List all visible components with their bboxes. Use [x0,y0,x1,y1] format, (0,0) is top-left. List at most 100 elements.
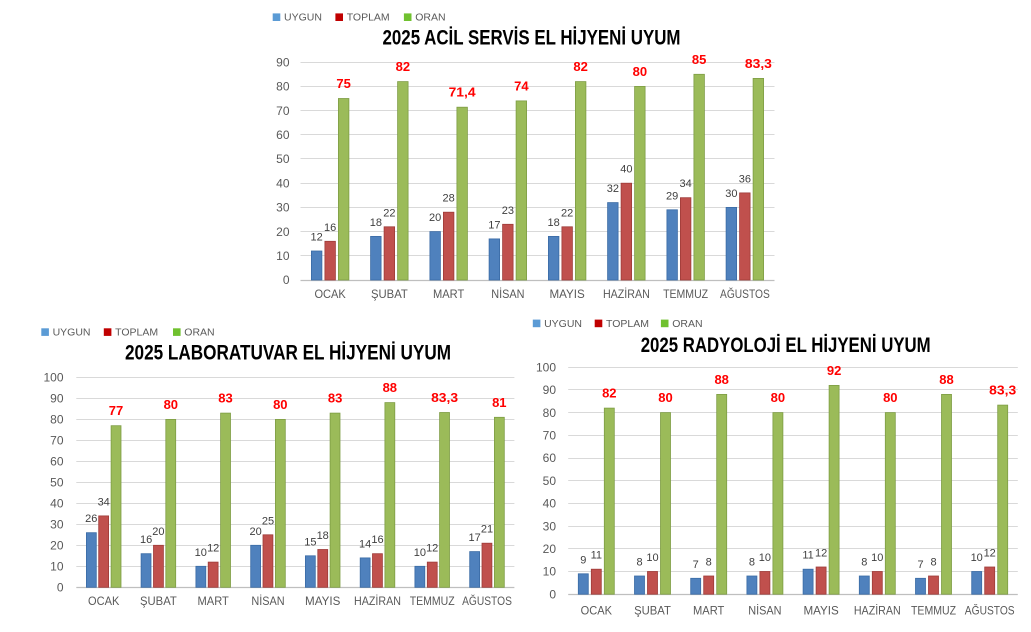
svg-text:12: 12 [984,548,996,560]
svg-text:10: 10 [871,552,883,564]
svg-text:92: 92 [827,363,841,378]
svg-text:90: 90 [276,55,290,69]
svg-text:ORAN: ORAN [415,12,445,24]
svg-text:83,3: 83,3 [745,56,772,71]
svg-text:82: 82 [573,59,587,74]
svg-text:20: 20 [152,526,164,538]
svg-text:15: 15 [304,536,316,548]
svg-text:29: 29 [666,190,678,202]
svg-text:80: 80 [276,80,290,94]
svg-text:AĞUSTOS: AĞUSTOS [462,593,512,608]
svg-text:9: 9 [580,554,586,566]
svg-text:20: 20 [50,539,64,553]
svg-text:60: 60 [543,451,557,465]
svg-text:40: 40 [50,497,64,511]
svg-text:80: 80 [658,390,672,405]
svg-text:40: 40 [543,497,557,511]
svg-text:70: 70 [50,434,64,448]
svg-text:12: 12 [207,543,219,555]
svg-text:16: 16 [324,222,336,234]
svg-text:12: 12 [815,548,827,560]
svg-text:30: 30 [543,519,557,533]
svg-text:2025 LABORATUVAR EL HİJYENİ UY: 2025 LABORATUVAR EL HİJYENİ UYUM [125,342,451,365]
svg-text:MAYIS: MAYIS [549,287,584,301]
svg-text:10: 10 [543,565,557,579]
svg-text:TOPLAM: TOPLAM [347,12,390,24]
svg-text:30: 30 [276,201,290,215]
svg-text:20: 20 [276,225,290,239]
svg-text:7: 7 [693,559,699,571]
svg-text:TEMMUZ: TEMMUZ [911,604,956,618]
svg-text:HAZİRAN: HAZİRAN [854,604,901,618]
svg-text:90: 90 [543,383,557,397]
svg-text:AĞUSTOS: AĞUSTOS [965,603,1015,618]
svg-text:8: 8 [706,557,712,569]
svg-text:10: 10 [646,552,658,564]
svg-text:25: 25 [262,515,274,527]
svg-text:18: 18 [317,530,329,542]
svg-text:ŞUBAT: ŞUBAT [140,594,177,608]
svg-text:22: 22 [383,207,395,219]
svg-text:ŞUBAT: ŞUBAT [634,604,671,618]
svg-text:74: 74 [514,78,529,93]
svg-text:11: 11 [591,550,602,562]
svg-text:12: 12 [426,543,438,555]
svg-text:TOPLAM: TOPLAM [115,327,158,339]
svg-text:14: 14 [359,538,371,550]
svg-text:16: 16 [371,534,383,546]
svg-text:MAYIS: MAYIS [803,604,838,618]
svg-text:90: 90 [50,392,64,406]
svg-text:85: 85 [692,52,706,67]
svg-text:8: 8 [861,557,867,569]
svg-text:10: 10 [276,249,290,263]
svg-text:26: 26 [85,513,97,525]
svg-text:82: 82 [396,59,410,74]
svg-text:83: 83 [328,391,342,406]
svg-text:20: 20 [543,542,557,556]
svg-text:MART: MART [693,604,725,618]
svg-text:MART: MART [433,287,465,301]
svg-text:10: 10 [759,552,771,564]
svg-text:80: 80 [633,64,647,79]
svg-text:77: 77 [109,403,123,418]
svg-text:ORAN: ORAN [672,318,702,330]
svg-text:40: 40 [276,176,290,190]
svg-text:UYGUN: UYGUN [284,12,322,24]
svg-text:17: 17 [468,532,480,544]
svg-text:40: 40 [620,164,632,176]
svg-text:8: 8 [636,557,642,569]
svg-text:36: 36 [739,173,751,185]
svg-text:60: 60 [276,128,290,142]
svg-text:8: 8 [749,557,755,569]
svg-text:83,3: 83,3 [431,390,458,405]
svg-text:TEMMUZ: TEMMUZ [410,594,455,608]
svg-text:0: 0 [57,581,64,595]
svg-text:80: 80 [883,390,897,405]
svg-text:UYGUN: UYGUN [544,318,582,330]
svg-text:ŞUBAT: ŞUBAT [371,287,408,301]
svg-text:NİSAN: NİSAN [491,287,524,301]
svg-text:10: 10 [50,560,64,574]
svg-text:22: 22 [561,207,573,219]
svg-text:7: 7 [917,559,923,571]
svg-text:20: 20 [249,526,261,538]
svg-text:88: 88 [939,372,953,387]
svg-text:12: 12 [310,232,322,244]
svg-text:UYGUN: UYGUN [53,327,91,339]
svg-text:OCAK: OCAK [314,287,345,301]
svg-text:16: 16 [140,534,152,546]
svg-text:NİSAN: NİSAN [748,604,781,618]
svg-text:NİSAN: NİSAN [251,594,284,608]
svg-text:HAZİRAN: HAZİRAN [354,594,401,608]
svg-text:2025 ACİL SERVİS EL HİJYENİ UY: 2025 ACİL SERVİS EL HİJYENİ UYUM [383,27,681,50]
svg-text:60: 60 [50,455,64,469]
svg-text:8: 8 [930,557,936,569]
svg-text:80: 80 [50,413,64,427]
svg-text:80: 80 [771,390,785,405]
svg-text:50: 50 [50,476,64,490]
svg-text:21: 21 [481,524,493,536]
svg-text:80: 80 [164,397,178,412]
svg-text:MART: MART [198,594,230,608]
svg-text:34: 34 [679,178,691,190]
svg-text:TEMMUZ: TEMMUZ [663,287,708,301]
